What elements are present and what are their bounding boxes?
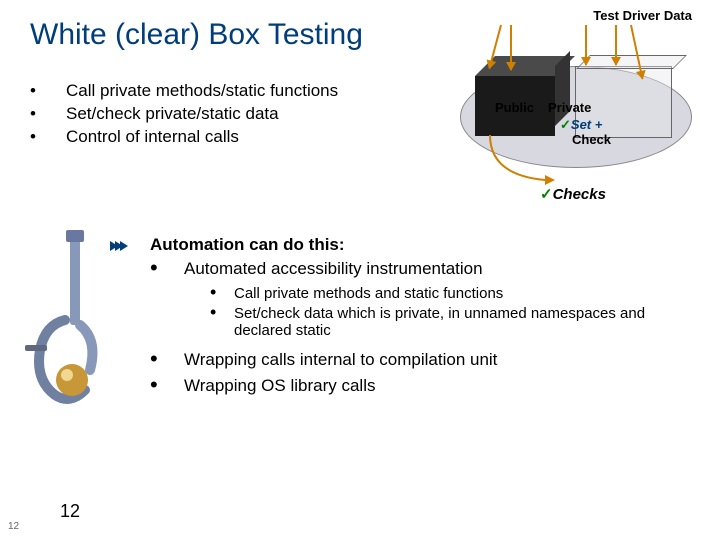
private-label: Private [548,100,591,115]
tool-illustration [10,230,130,430]
bullet-1: Call private methods/static functions [66,80,338,103]
arrow-icon [615,25,617,65]
page-number: 12 [60,501,80,522]
auto-subbullet-1: Call private methods and static function… [234,285,650,302]
auto-bullet-3: Wrapping OS library calls [184,376,375,396]
slide-title: White (clear) Box Testing [30,18,363,52]
arrow-icon [480,130,570,190]
bullet-3: Control of internal calls [66,126,239,149]
bullet-2: Set/check private/static data [66,103,279,126]
main-bullets: •Call private methods/static functions •… [30,80,338,149]
auto-bullet-2: Wrapping calls internal to compilation u… [184,350,497,370]
auto-subbullet-2: Set/check data which is private, in unna… [234,305,650,339]
auto-bullet-1: Automated accessibility instrumentation [184,259,483,279]
page-number-small: 12 [8,521,19,532]
public-label: Public [495,100,534,115]
test-driver-data-label: Test Driver Data [593,8,692,23]
automation-heading: Automation can do this: [150,235,650,255]
checks-label: ✓Checks [540,185,606,203]
arrow-icon [585,25,587,65]
automation-section: Automation can do this: •Automated acces… [150,235,650,402]
arrow-icon [510,25,512,70]
